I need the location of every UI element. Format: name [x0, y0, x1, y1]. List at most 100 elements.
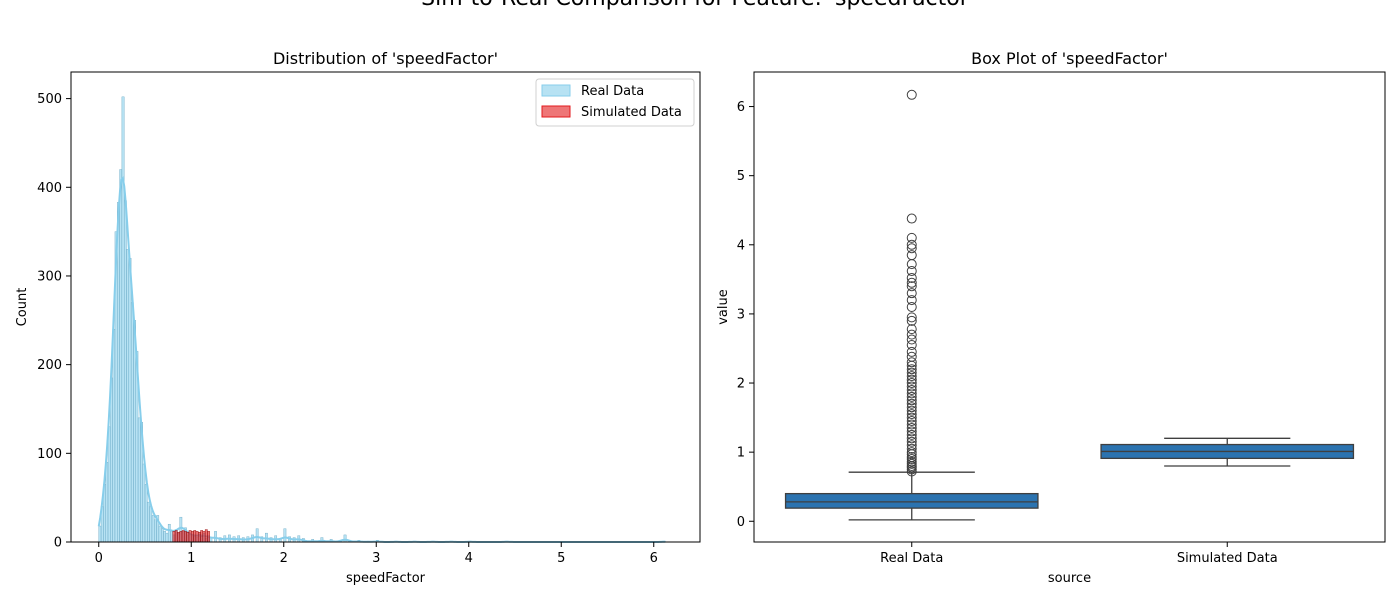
boxplot-outlier-point: [906, 272, 917, 283]
boxplot-boxes: [784, 89, 1355, 521]
histogram-bar-real: [119, 169, 123, 543]
histogram-y-ticks: 0 100 200 300 400 500: [37, 92, 71, 551]
histogram-y-tick-label: 500: [37, 92, 62, 107]
histogram-title: Distribution of 'speedFactor': [273, 49, 498, 68]
boxplot-outlier-point: [906, 419, 917, 430]
boxplot-outlier-point: [906, 391, 917, 402]
boxplot-y-tick-label: 3: [737, 307, 745, 322]
boxplot-outlier-point: [906, 312, 917, 323]
boxplot-outlier-point: [906, 367, 917, 378]
histogram-bar-real: [170, 531, 173, 543]
histogram-x-ticks: 0 1 2 3 4 5 6: [95, 542, 658, 566]
boxplot-outlier-point: [906, 250, 917, 261]
histogram-x-tick-label: 4: [465, 551, 473, 566]
histogram-x-tick-label: 3: [372, 551, 380, 566]
histogram-bar-real: [144, 484, 148, 543]
boxplot-outlier-point: [906, 388, 917, 399]
histogram-x-tick-label: 5: [557, 551, 565, 566]
legend-label-real: Real Data: [581, 84, 644, 99]
boxplot-y-tick-label: 5: [737, 169, 745, 184]
boxplot-outlier-point: [906, 374, 917, 385]
legend-box: [535, 78, 695, 127]
histogram-bar-real: [214, 531, 217, 543]
boxplot-y-tick-label: 6: [737, 100, 745, 115]
boxplot-outlier-point: [906, 416, 917, 427]
boxplot-outlier-point: [906, 213, 917, 224]
boxplot-outlier-point: [906, 266, 917, 277]
boxplot-outlier-point: [906, 315, 917, 326]
boxplot-box: [784, 492, 1039, 509]
boxplot-outlier-point: [906, 89, 917, 100]
histogram-y-tick-label: 300: [37, 269, 62, 284]
histogram-bar-real: [163, 531, 167, 543]
histogram-bar-real: [126, 249, 130, 543]
boxplot-outlier-point: [906, 395, 917, 406]
boxplot-outlier-point: [906, 324, 917, 335]
histogram-bar-real: [105, 461, 109, 543]
boxplot-outlier-point: [906, 381, 917, 392]
histogram-bar-simulated: [200, 530, 204, 543]
histogram-bar-real: [167, 524, 171, 543]
boxplot-outlier-point: [906, 436, 917, 447]
histogram-bar-simulated: [172, 531, 176, 543]
figure-suptitle: Sim-to-Real Comparison for Feature: 'spe…: [421, 0, 975, 11]
histogram-bar-simulated: [191, 531, 194, 543]
boxplot-outlier-point: [906, 429, 917, 440]
boxplot-plot-frame: [753, 71, 1386, 543]
histogram-bar-simulated: [197, 532, 201, 543]
boxplot-outlier-point: [906, 440, 917, 451]
legend-label-simulated: Simulated Data: [581, 105, 682, 120]
histogram-bar-real: [117, 202, 120, 543]
boxplot-outlier-point: [906, 357, 917, 368]
boxplot-outlier-point: [906, 409, 917, 420]
histogram-bar-simulated: [207, 531, 210, 543]
boxplot-outlier-point: [906, 295, 917, 306]
histogram-bar-simulated: [193, 530, 197, 543]
boxplot-outlier-point: [906, 402, 917, 413]
histogram-bar-real: [343, 534, 347, 543]
histogram-bar-real: [137, 417, 141, 543]
boxplot-outlier-point: [906, 243, 917, 254]
histogram-bar-simulated: [177, 532, 180, 543]
legend-swatch-simulated: [541, 105, 571, 118]
boxplot-outlier-point: [906, 443, 917, 454]
histogram-bar-real: [149, 506, 153, 543]
histogram-bar-real: [107, 426, 111, 543]
histogram-panel: Distribution of 'speedFactor' 0 1 2 3 4 5 6 0 1…: [15, 49, 701, 586]
histogram-bar-real: [130, 302, 134, 543]
histogram-legend: Real Data Simulated Data: [535, 78, 695, 127]
boxplot-outlier-point: [906, 422, 917, 433]
histogram-bar-real: [151, 515, 155, 543]
boxplot-outlier-point: [906, 451, 917, 462]
histogram-y-tick-label: 200: [37, 358, 62, 373]
histogram-bar-simulated: [186, 532, 190, 543]
histogram-real-kde-line: [97, 175, 666, 543]
boxplot-x-tick-label: Simulated Data: [1177, 551, 1278, 566]
boxplot-outlier-point: [906, 351, 917, 362]
boxplot-outlier-point: [906, 371, 917, 382]
histogram-bar-real: [123, 200, 127, 543]
boxplot-x-axis-label: source: [1048, 571, 1091, 586]
histogram-bar-simulated: [204, 529, 208, 543]
histogram-bar-simulated: [202, 531, 206, 543]
histogram-x-tick-label: 1: [187, 551, 195, 566]
histogram-bar-simulated: [174, 530, 178, 543]
histogram-bar-real: [283, 528, 287, 543]
boxplot-outlier-point: [906, 384, 917, 395]
histogram-x-tick-label: 2: [280, 551, 288, 566]
boxplot-outlier-point: [906, 364, 917, 375]
histogram-bar-real: [121, 96, 125, 543]
boxplot-title: Box Plot of 'speedFactor': [971, 49, 1168, 68]
histogram-x-axis-label: speedFactor: [346, 571, 426, 586]
histogram-real-bars: [98, 96, 666, 543]
boxplot-y-tick-label: 4: [737, 238, 745, 253]
boxplot-outlier-point: [906, 405, 917, 416]
boxplot-x-ticks: Real Data Simulated Data: [880, 542, 1278, 566]
histogram-y-axis-label: Count: [15, 288, 30, 327]
histogram-bar-real: [165, 532, 169, 543]
histogram-bar-real: [255, 528, 259, 543]
boxplot-outlier-point: [906, 288, 917, 299]
boxplot-panel: Box Plot of 'speedFactor' Real Data Simul…: [716, 49, 1386, 586]
histogram-bar-real: [158, 525, 162, 543]
